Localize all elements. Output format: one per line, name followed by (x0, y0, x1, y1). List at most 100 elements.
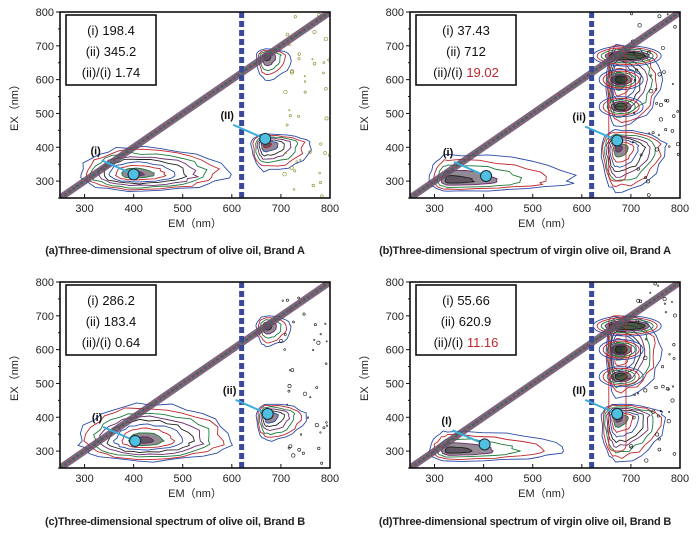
annotation-value: 620.9 (459, 314, 492, 329)
noise-speck (287, 446, 291, 450)
noise-speck (302, 312, 306, 316)
contour-line (255, 136, 299, 164)
contour-lobe (602, 367, 640, 386)
plot-area (60, 12, 330, 198)
noise-speck (633, 78, 637, 82)
peak-label: (II) (572, 385, 586, 397)
scatter-diagonal (60, 12, 330, 198)
x-tick-label: 700 (622, 473, 640, 485)
noise-speck (297, 52, 301, 56)
peak-label: (I) (441, 415, 452, 427)
x-axis-label: EM（nm） (518, 217, 572, 230)
y-tick-label: 400 (36, 142, 54, 154)
contour-lobe (606, 99, 636, 114)
panel-c: 300 400 500 600 700 800 300 400 500 600 700 800 EM（n… (0, 270, 350, 540)
noise-speck (636, 298, 641, 303)
y-tick-label: 300 (36, 176, 54, 188)
contour-ridge (608, 45, 627, 182)
noise-speck (644, 338, 648, 341)
annotation-value: 19.02 (466, 65, 499, 80)
peak-label: (II) (220, 110, 234, 122)
y-axis-label: EX（nm） (8, 349, 21, 401)
contour-lobe (606, 342, 636, 357)
noise-speck (665, 387, 670, 391)
noise-speck (302, 391, 308, 396)
noise-speck (304, 80, 307, 83)
noise-speck (297, 296, 300, 300)
noise-speck (654, 147, 659, 152)
noise-speck (290, 368, 295, 372)
noise-speck (654, 88, 658, 91)
noise-speck (292, 320, 295, 324)
contour-line (604, 406, 654, 454)
noise-speck (283, 348, 286, 351)
x-tick-label: 400 (474, 203, 492, 215)
x-tick-label: 800 (321, 473, 339, 485)
annotation-key: (i) (87, 23, 99, 38)
peak-i-region (428, 430, 564, 462)
noise-speck (314, 423, 319, 428)
plot-area (410, 12, 680, 198)
contour-lobe (598, 366, 644, 388)
noise-speck (312, 29, 317, 34)
contour-lobe (598, 96, 644, 118)
noise-speck (664, 128, 668, 132)
noise-speck (664, 311, 667, 314)
annotation-key: (ii)/(i) (82, 65, 112, 80)
y-tick-label: 500 (36, 378, 54, 390)
y-axis-label: EX（nm） (358, 349, 371, 401)
contour-lobe (602, 97, 640, 116)
peak-marker (611, 407, 624, 420)
x-tick-label: 500 (174, 473, 192, 485)
noise-speck (636, 167, 640, 171)
annotation-value: 1.74 (115, 65, 140, 80)
noise-speck (644, 458, 649, 463)
y-tick-label: 600 (36, 345, 54, 357)
diagonal-accent (60, 282, 330, 468)
plot-frame (59, 11, 331, 199)
peak-marker (129, 434, 142, 447)
x-tick-label: 600 (223, 203, 241, 215)
noise-speck (313, 338, 316, 341)
y-tick-label: 700 (386, 311, 404, 323)
peak-marker (259, 132, 272, 145)
noise-speck (281, 299, 284, 302)
contour-line (600, 129, 668, 194)
annotation-row: (ii) 345.2 (86, 44, 137, 59)
annotation-value: 286.2 (102, 293, 135, 308)
contour-line (252, 134, 306, 167)
contour-line (605, 315, 663, 399)
contour-line (606, 407, 651, 449)
noise-speck (661, 384, 665, 389)
annotation-key: (ii) (86, 314, 100, 329)
noise-speck (648, 132, 651, 135)
noise-speck (649, 291, 652, 294)
noise-speck (322, 426, 326, 430)
noise-speck (320, 194, 324, 198)
noise-speck (325, 340, 328, 343)
annotation-row: (ii)/(i) 19.02 (433, 65, 499, 80)
y-tick-label: 800 (386, 7, 404, 19)
noise-speck (666, 13, 669, 16)
noise-speck (639, 153, 643, 157)
noise-speck (322, 71, 325, 75)
noise-speck (308, 150, 312, 154)
x-tick-label: 700 (272, 203, 290, 215)
annotation-value: 198.4 (102, 23, 135, 38)
noise-speck (657, 134, 660, 137)
noise-speck (629, 444, 634, 449)
plot-frame (409, 281, 681, 469)
noise-speck (655, 432, 660, 437)
noise-speck (293, 169, 297, 173)
noise-speck (292, 188, 296, 191)
noise-speck (311, 183, 315, 188)
peak-marker (480, 170, 493, 183)
noise-speck (649, 88, 654, 94)
chart-a: 300 400 500 600 700 800 300 400 500 600 700 800 EM（n… (8, 7, 339, 230)
noise-speck (646, 50, 651, 55)
y-tick-label: 700 (36, 41, 54, 53)
x-tick-label: 300 (425, 473, 443, 485)
contour-lobe (598, 339, 644, 361)
noise-speck (318, 172, 321, 175)
contour-line (83, 407, 225, 461)
